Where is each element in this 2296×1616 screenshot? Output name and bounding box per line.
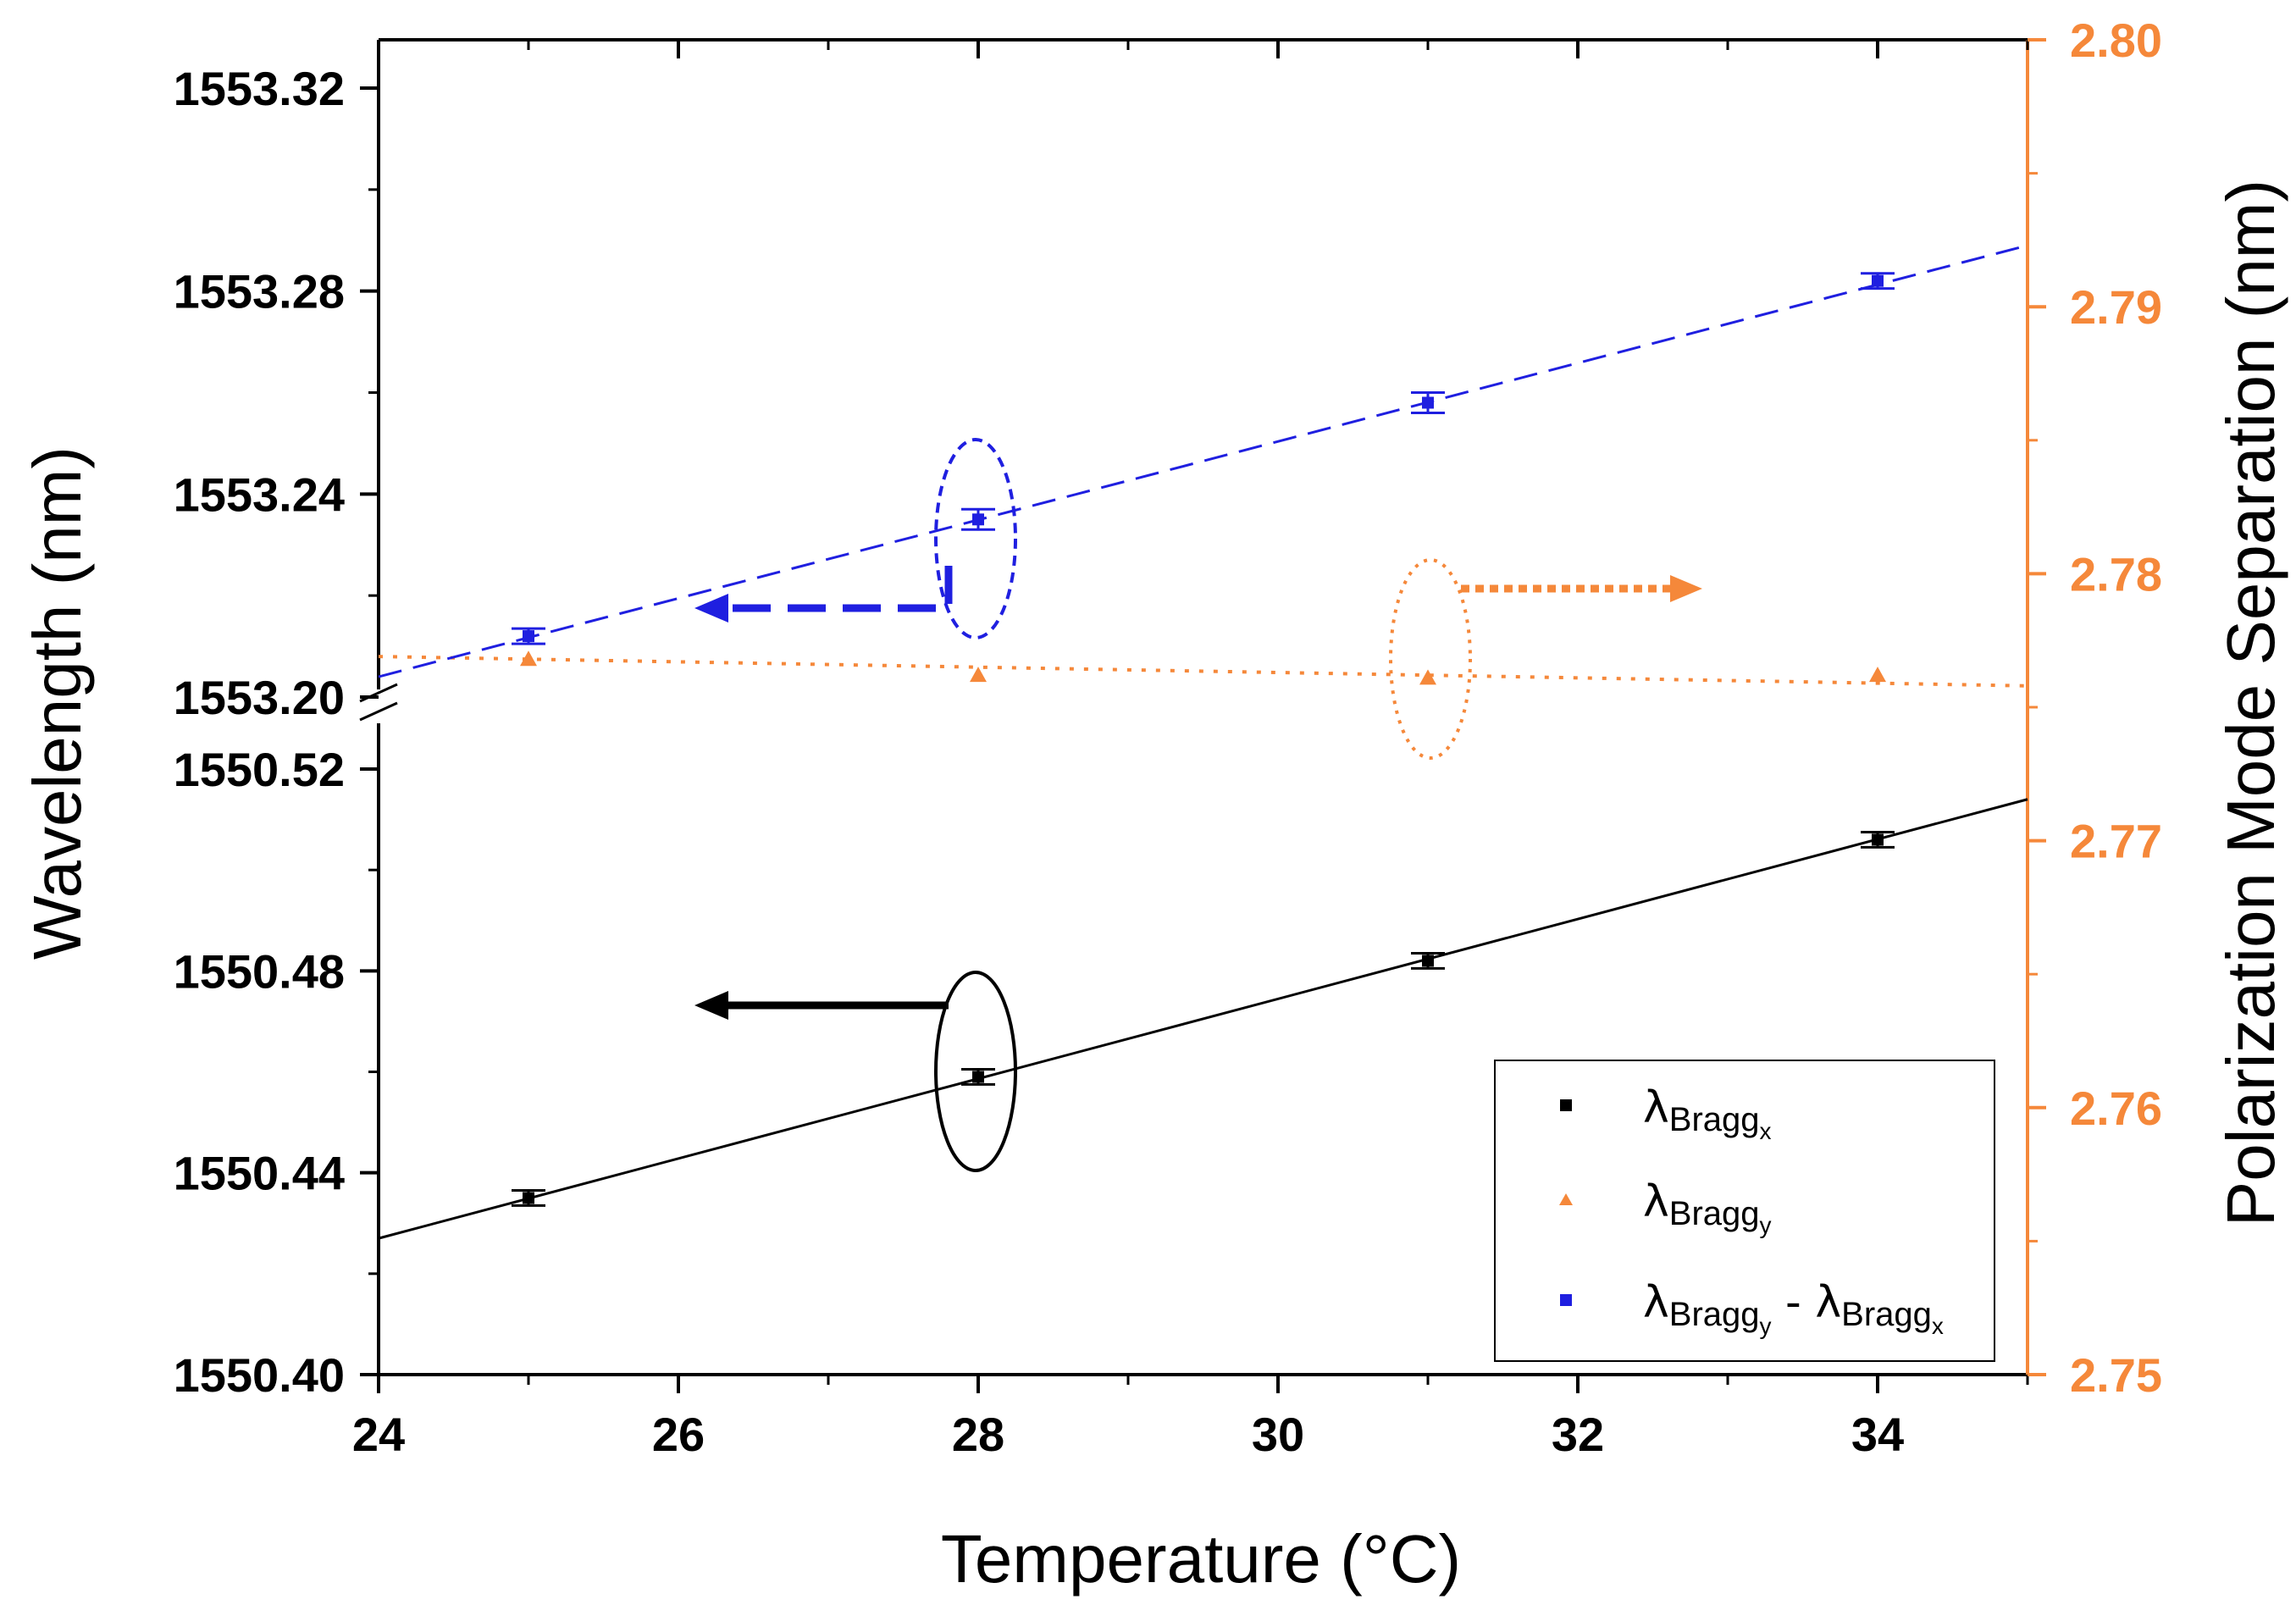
black-series-ellipse bbox=[934, 971, 1017, 1172]
x-tick-label: 32 bbox=[1552, 1408, 1604, 1461]
legend-box bbox=[1494, 1060, 1995, 1362]
left-lower-tick-label: 1550.40 bbox=[174, 1348, 345, 1402]
blue-arrow-left bbox=[727, 566, 953, 612]
data-point-2 bbox=[523, 630, 534, 643]
axis-ticks bbox=[360, 38, 2046, 1393]
legend-marker-difference bbox=[1560, 1294, 1572, 1306]
right-tick-label: 2.79 bbox=[2070, 280, 2162, 334]
data-point-0 bbox=[1872, 833, 1884, 846]
data-point-2 bbox=[1422, 396, 1434, 409]
orange-arrow-head bbox=[1670, 575, 1702, 602]
data-point-1 bbox=[1419, 669, 1436, 685]
legend-label-bragg-y: λBraggy bbox=[1643, 1176, 1772, 1238]
x-tick-label: 28 bbox=[952, 1408, 1004, 1461]
blue-series-ellipse bbox=[934, 438, 1017, 639]
legend-label-difference: λBraggy - λBraggx bbox=[1643, 1277, 1944, 1339]
left-lower-tick-label: 1550.48 bbox=[174, 944, 345, 998]
left-upper-tick-label: 1553.20 bbox=[174, 671, 345, 724]
data-points bbox=[512, 272, 1895, 1207]
legend-label-bragg-x: λBraggx bbox=[1643, 1082, 1772, 1144]
left-upper-tick-label: 1553.32 bbox=[174, 62, 345, 115]
x-axis-title: Temperature (°C) bbox=[941, 1521, 1461, 1597]
x-tick-label: 26 bbox=[652, 1408, 705, 1461]
fit-lines bbox=[378, 244, 2028, 1240]
left-axis-title: Wavelength (nm) bbox=[19, 446, 95, 960]
x-tick-label: 24 bbox=[352, 1408, 405, 1461]
data-point-0 bbox=[972, 1071, 984, 1083]
data-point-1 bbox=[970, 667, 987, 683]
x-tick-label: 34 bbox=[1851, 1408, 1904, 1461]
right-tick-label: 2.77 bbox=[2070, 815, 2162, 868]
right-tick-label: 2.75 bbox=[2070, 1348, 2162, 1402]
fit-line-0 bbox=[378, 798, 2028, 1240]
right-tick-label: 2.76 bbox=[2070, 1082, 2162, 1135]
orange-series-ellipse bbox=[1389, 558, 1472, 760]
data-point-2 bbox=[972, 513, 984, 526]
legend: λBraggx λBraggy λBraggy - λBraggx bbox=[1494, 1060, 1995, 1362]
right-tick-label: 2.80 bbox=[2070, 14, 2162, 67]
tick-labels: 24 26 28 30 32 34 1553.20 1553.24 1553.28 1553.32… bbox=[174, 14, 2162, 1461]
left-lower-tick-label: 1550.44 bbox=[174, 1147, 345, 1200]
left-lower-tick-label: 1550.52 bbox=[174, 743, 345, 796]
left-upper-tick-label: 1553.24 bbox=[174, 468, 345, 521]
blue-arrow-head bbox=[694, 594, 728, 623]
right-axis-title: Polarization Mode Separation (nm) bbox=[2213, 180, 2288, 1226]
left-upper-tick-label: 1553.28 bbox=[174, 265, 345, 318]
legend-marker-bragg-y bbox=[1559, 1193, 1573, 1205]
data-point-0 bbox=[1422, 955, 1434, 967]
black-arrow-head bbox=[694, 991, 728, 1020]
fit-line-1 bbox=[378, 655, 2028, 688]
axis-break-mark bbox=[359, 701, 398, 722]
x-tick-label: 30 bbox=[1252, 1408, 1304, 1461]
right-tick-label: 2.78 bbox=[2070, 547, 2162, 600]
data-point-0 bbox=[523, 1192, 534, 1204]
data-point-1 bbox=[1869, 667, 1886, 683]
annotations bbox=[694, 438, 1702, 1172]
fit-line-2 bbox=[378, 244, 2028, 678]
legend-marker-bragg-x bbox=[1560, 1099, 1572, 1111]
data-point-2 bbox=[1872, 274, 1884, 287]
data-point-1 bbox=[520, 650, 537, 667]
